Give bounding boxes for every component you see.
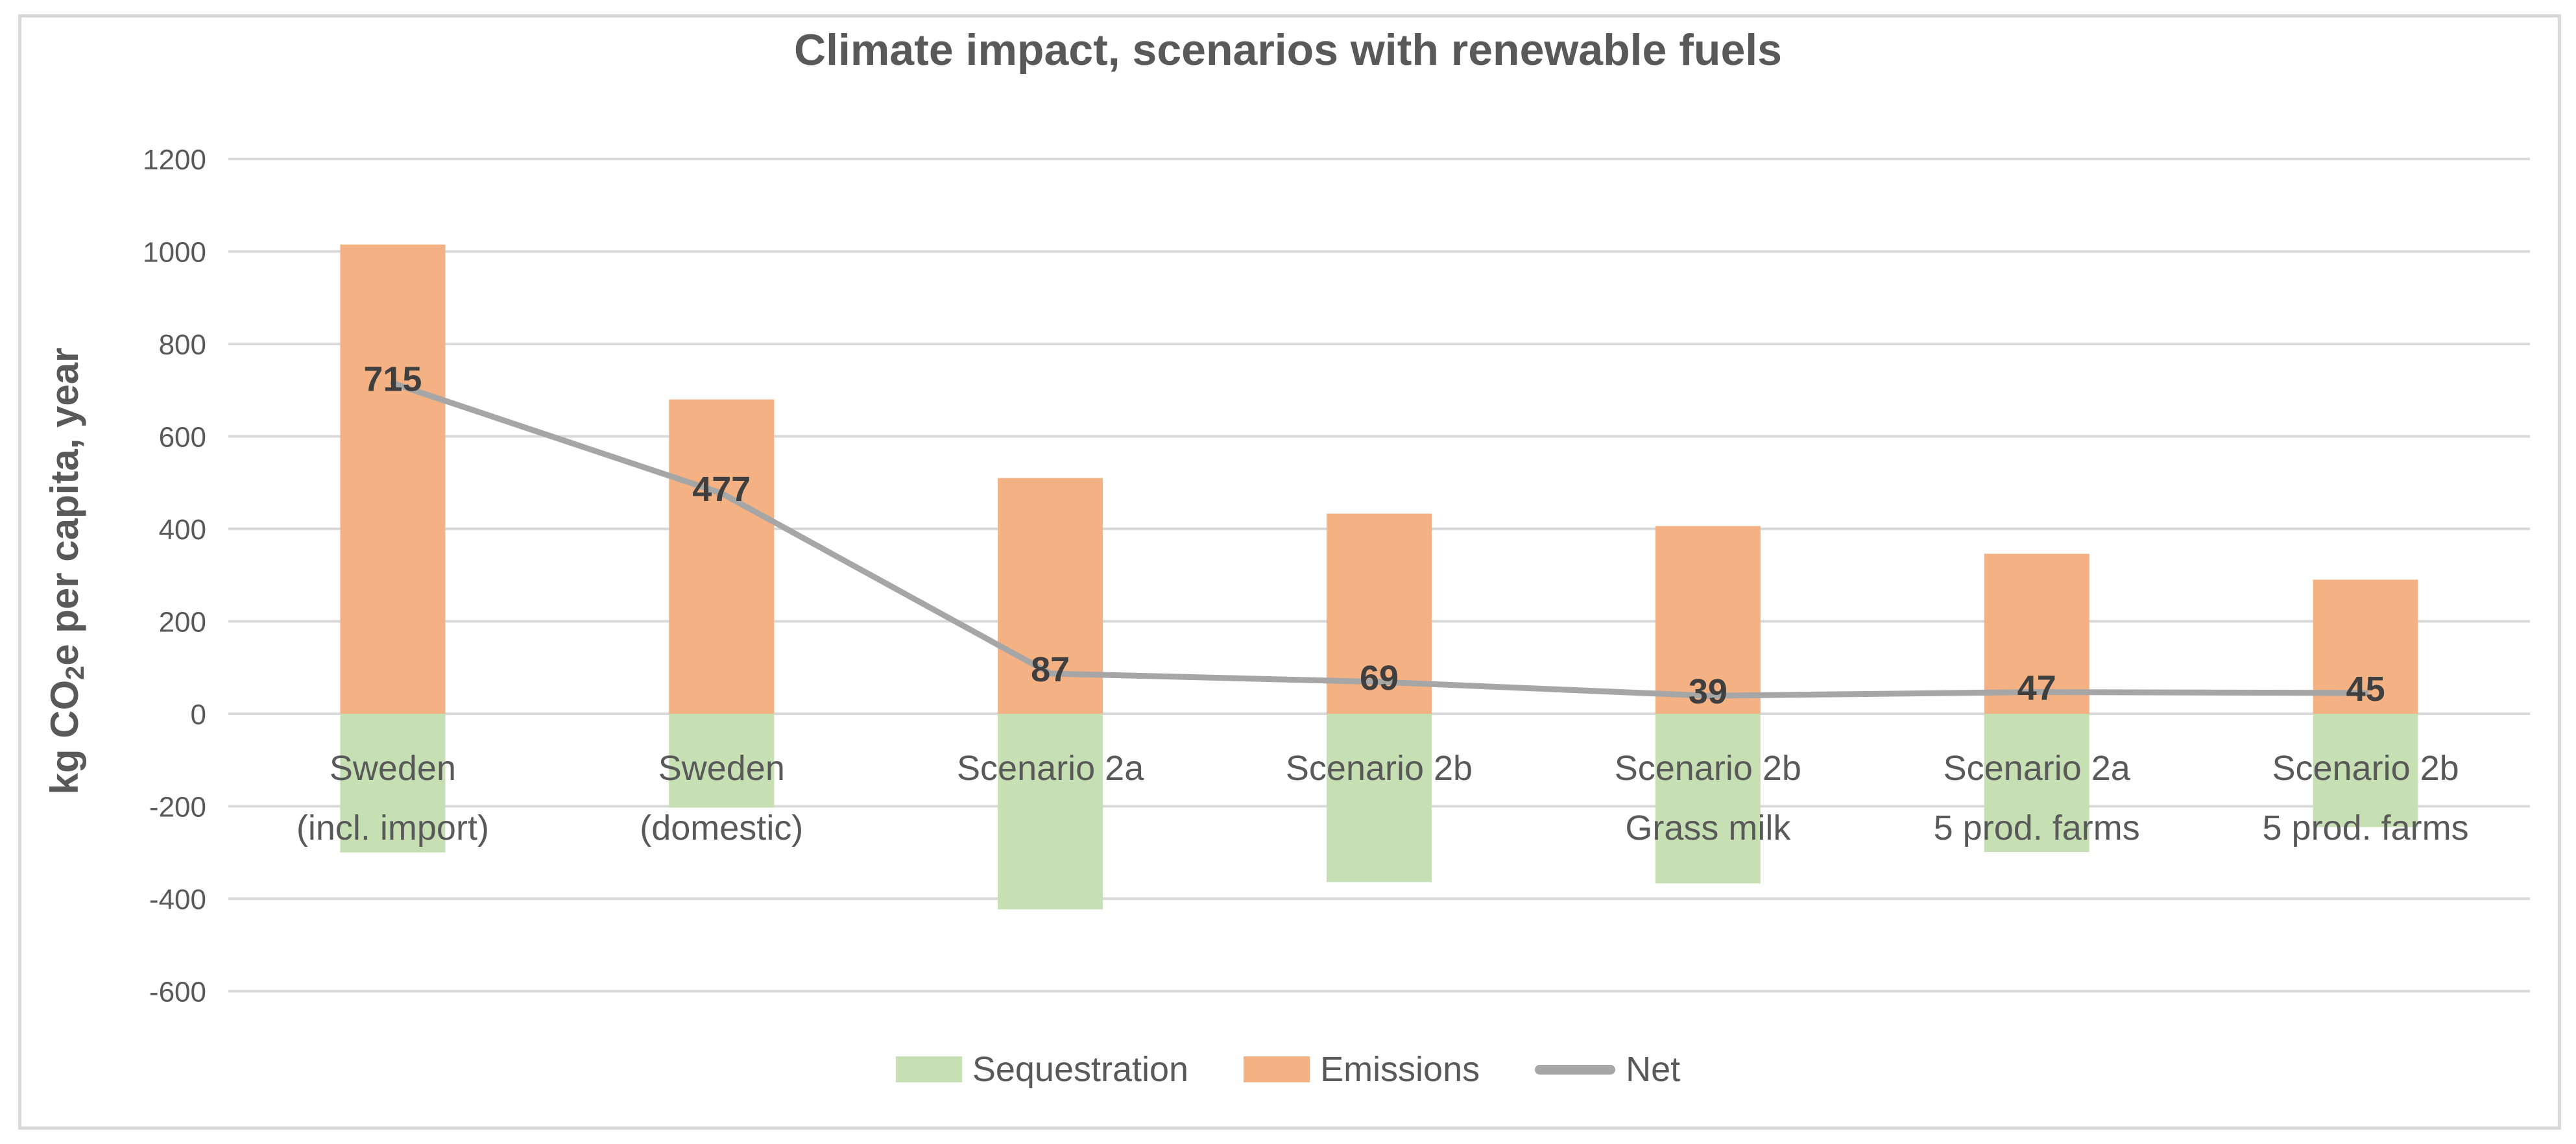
sequestration-bar [1984,714,2089,853]
net-data-label: 69 [1360,659,1399,698]
chart-title: Climate impact, scenarios with renewable… [794,25,1782,75]
sequestration-swatch-icon [895,1056,962,1082]
emissions-bar [1655,526,1761,714]
legend-label: Sequestration [972,1050,1189,1089]
net-data-label: 477 [692,470,751,509]
legend-label: Emissions [1320,1050,1480,1089]
emissions-bar [1984,554,2089,714]
sequestration-bar [1655,714,1761,884]
y-tick-label: 200 [159,607,206,639]
emissions-bar [669,399,775,714]
legend-item-sequestration: Sequestration [895,1049,1189,1089]
category-label: Sweden (incl. import) [296,749,489,847]
sequestration-bar [340,714,446,853]
y-tick-label: 600 [159,422,206,454]
y-tick-label: -600 [149,977,206,1008]
net-data-label: 45 [2346,670,2385,709]
emissions-swatch-icon [1244,1056,1310,1082]
emissions-bar [340,244,446,714]
category-label: Scenario 2a 5 prod. farms [1934,749,2140,847]
legend-item-net: Net [1535,1049,1680,1089]
category-label: Scenario 2b 5 prod. farms [2263,749,2469,847]
net-data-label: 39 [1689,672,1727,711]
net-line [389,380,2369,699]
net-data-label: 715 [363,360,422,399]
net-line-swatch-icon [1535,1064,1616,1075]
chart-legend: Sequestration Emissions Net [0,1036,2576,1103]
category-label: Scenario 2b [1286,749,1473,788]
sequestration-bar [669,714,775,808]
y-tick-label: 1000 [143,237,206,269]
legend-item-emissions: Emissions [1244,1049,1480,1089]
sequestration-bar [998,714,1103,910]
category-label: Scenario 2b Grass milk [1615,749,1801,847]
sequestration-bar [1327,714,1432,882]
net-data-label: 47 [2017,669,2056,708]
category-label: Scenario 2a [957,749,1144,788]
y-tick-label: 800 [159,329,206,361]
y-tick-label: 0 [191,699,206,731]
net-data-label: 87 [1031,650,1070,689]
y-tick-label: -200 [149,792,206,823]
y-tick-label: 400 [159,514,206,546]
legend-label: Net [1626,1050,1681,1089]
category-label: Sweden (domestic) [640,749,803,847]
y-tick-label: 1200 [143,144,206,176]
sequestration-bar [2313,714,2418,827]
y-tick-label: -400 [149,884,206,916]
